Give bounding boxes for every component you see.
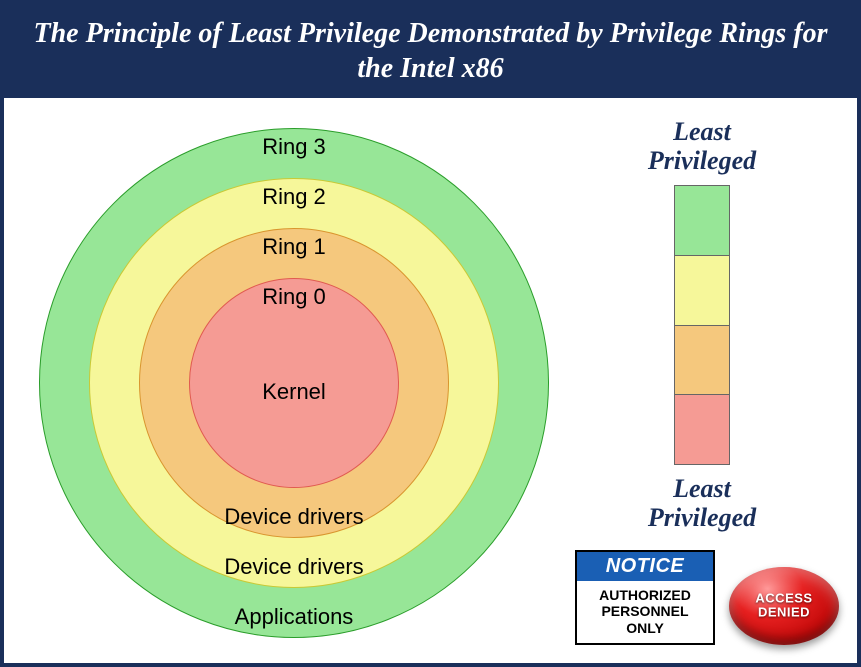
ring0-label-top: Ring 0 — [262, 284, 326, 310]
access-denied-ellipse: ACCESSDENIED — [729, 567, 839, 645]
legend-segment-1 — [675, 256, 729, 326]
diagram-frame: The Principle of Least Privilege Demonst… — [0, 0, 861, 667]
badge-row: NOTICE AUTHORIZED PERSONNEL ONLY ACCESSD… — [575, 550, 839, 645]
title-bar: The Principle of Least Privilege Demonst… — [4, 4, 857, 98]
ring1-label-top: Ring 1 — [262, 234, 326, 260]
notice-body: AUTHORIZED PERSONNEL ONLY — [577, 581, 713, 643]
ring3-label-top: Ring 3 — [262, 134, 326, 160]
content-area: Ring 3 Applications Ring 2 Device drivers Ri… — [4, 98, 857, 663]
ring2-label-top: Ring 2 — [262, 184, 326, 210]
privilege-rings: Ring 3 Applications Ring 2 Device drivers Ri… — [24, 103, 564, 663]
privilege-legend: LeastPrivileged LeastPrivileged — [587, 118, 817, 532]
ring2-label-bottom: Device drivers — [224, 554, 363, 580]
legend-segment-3 — [675, 395, 729, 464]
notice-sign: NOTICE AUTHORIZED PERSONNEL ONLY — [575, 550, 715, 645]
notice-header: NOTICE — [577, 552, 713, 581]
access-denied-text: ACCESSDENIED — [755, 592, 812, 621]
legend-segment-2 — [675, 326, 729, 396]
legend-segment-0 — [675, 186, 729, 256]
ring3-label-bottom: Applications — [235, 604, 354, 630]
legend-bottom-label: LeastPrivileged — [648, 475, 756, 532]
diagram-title: The Principle of Least Privilege Demonst… — [24, 16, 837, 86]
ring0-label-bottom: Kernel — [262, 379, 326, 405]
legend-top-label: LeastPrivileged — [648, 118, 756, 175]
ring1-label-bottom: Device drivers — [224, 504, 363, 530]
legend-color-bar — [674, 185, 730, 465]
access-denied-badge: ACCESSDENIED — [729, 567, 839, 645]
